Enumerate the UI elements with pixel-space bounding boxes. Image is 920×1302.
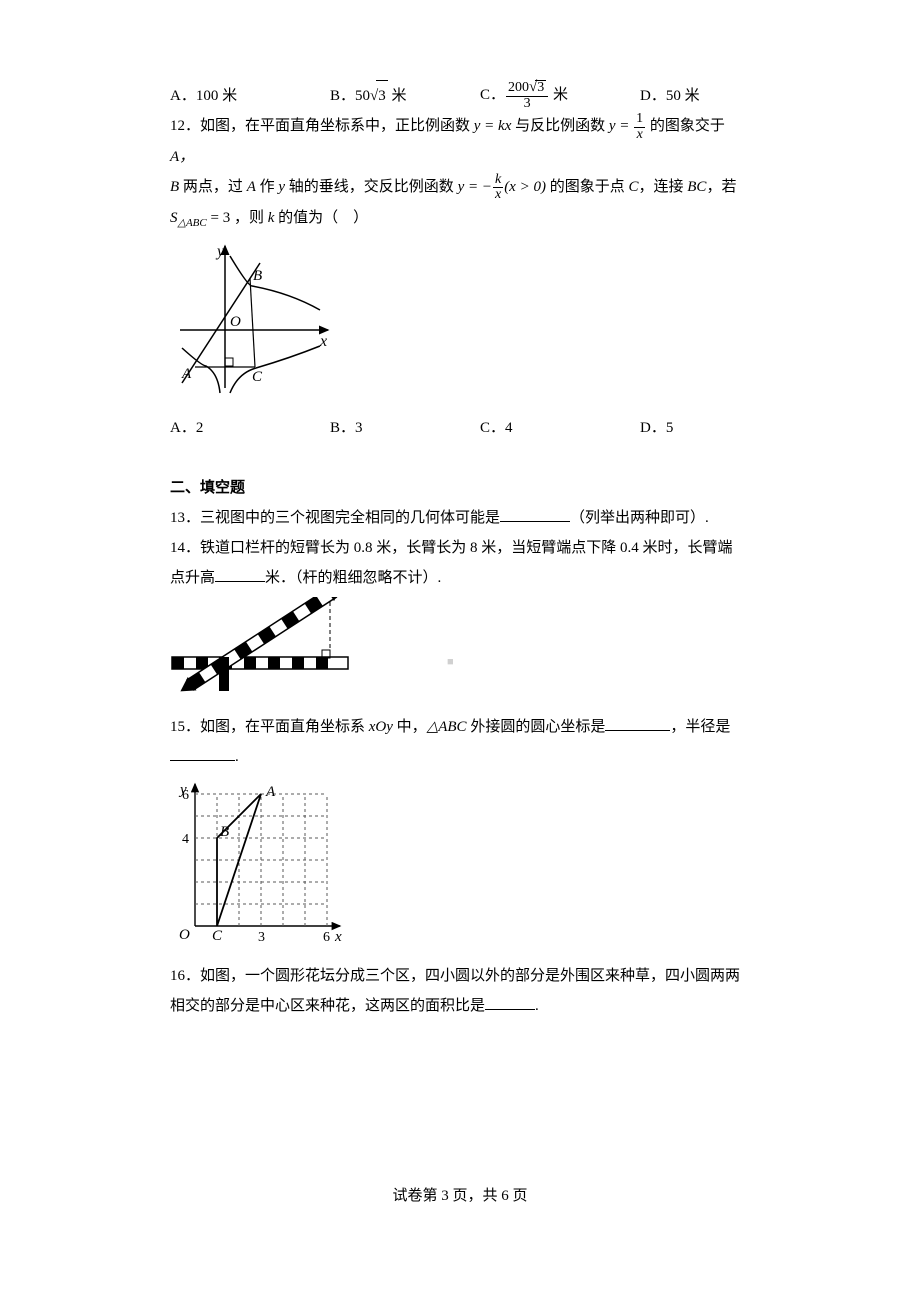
svg-text:6: 6 xyxy=(323,930,330,945)
q11-D-text: D．50 米 xyxy=(640,88,700,104)
blank-input xyxy=(605,715,670,731)
fraction-icon: 200√33 xyxy=(506,80,548,111)
q16-line1: 16．如图，一个圆形花坛分成三个区，四小圆以外的部分是外围区来种草，四小圆两两 xyxy=(170,961,750,991)
q12-line3: S△ABC = 3 ，则 k 的值为（ ） xyxy=(170,203,750,234)
q15-diagram: 6 4 3 6 y x O A B C xyxy=(170,776,750,957)
svg-text:O: O xyxy=(179,927,190,943)
q12-diagram: y x O B A C xyxy=(170,238,750,409)
q12-choices: A．2 B．3 C．4 D．5 xyxy=(170,413,750,443)
q11-choice-B: B．50√3 米 xyxy=(330,80,480,111)
q14-svg xyxy=(170,597,370,697)
exam-page: ■ A．100 米 B．50√3 米 C．200√33 米 D．50 米 12．… xyxy=(0,0,920,1251)
page-footer: 试卷第 3 页，共 6 页 xyxy=(170,1181,750,1211)
q12-choice-B: B．3 xyxy=(330,413,480,443)
q11-choice-C: C．200√33 米 xyxy=(480,80,640,111)
section-2-title: 二、填空题 xyxy=(170,473,750,503)
sqrt-icon: √3 xyxy=(370,80,388,111)
blank-input xyxy=(485,994,535,1010)
q16-line2: 相交的部分是中心区来种花，这两区的面积比是. xyxy=(170,991,750,1021)
svg-text:A: A xyxy=(181,366,192,382)
q14-line1: 14．铁道口栏杆的短臂长为 0.8 米，长臂长为 8 米，当短臂端点下降 0.4… xyxy=(170,533,750,563)
svg-text:O: O xyxy=(230,314,241,330)
svg-text:C: C xyxy=(252,369,263,385)
svg-text:B: B xyxy=(220,824,229,840)
q12-choice-A: A．2 xyxy=(170,413,330,443)
q12-choice-C: C．4 xyxy=(480,413,640,443)
svg-text:A: A xyxy=(265,784,276,800)
q14-diagram xyxy=(170,597,750,708)
q15-svg: 6 4 3 6 y x O A B C xyxy=(170,776,350,946)
q11-B-prefix: B．50 xyxy=(330,88,370,104)
q11-C-suffix: 米 xyxy=(549,87,568,103)
q12-choice-D: D．5 xyxy=(640,413,740,443)
svg-text:y: y xyxy=(178,782,187,798)
q15-line2: . xyxy=(170,742,750,772)
svg-text:C: C xyxy=(212,928,223,944)
svg-text:4: 4 xyxy=(182,832,189,847)
svg-text:y: y xyxy=(215,243,225,260)
blank-input xyxy=(500,506,570,522)
q14-line2: 点升高米．（杆的粗细忽略不计）. xyxy=(170,563,750,593)
q13: 13．三视图中的三个视图完全相同的几何体可能是（列举出两种即可）. xyxy=(170,503,750,533)
q11-B-suffix: 米 xyxy=(388,88,407,104)
blank-input xyxy=(170,745,235,761)
q11-choice-A: A．100 米 xyxy=(170,81,330,111)
q12-line1: 12．如图，在平面直角坐标系中，正比例函数 y = kx 与反比例函数 y = … xyxy=(170,111,750,172)
q11-A-text: A．100 米 xyxy=(170,88,237,104)
blank-input xyxy=(215,566,265,582)
q11-C-prefix: C． xyxy=(480,87,505,103)
q12-line2: B 两点，过 A 作 y 轴的垂线，交反比例函数 y = −kx(x > 0) … xyxy=(170,172,750,203)
svg-text:B: B xyxy=(253,268,262,284)
q11-choice-D: D．50 米 xyxy=(640,81,740,111)
q15-line1: 15．如图，在平面直角坐标系 xOy 中，△ABC 外接圆的圆心坐标是，半径是 xyxy=(170,712,750,742)
watermark: ■ xyxy=(447,651,454,673)
q11-choices: A．100 米 B．50√3 米 C．200√33 米 D．50 米 xyxy=(170,80,750,111)
svg-text:x: x xyxy=(319,333,327,350)
svg-text:x: x xyxy=(334,929,342,945)
q12-svg: y x O B A C xyxy=(170,238,340,398)
svg-text:3: 3 xyxy=(258,930,265,945)
